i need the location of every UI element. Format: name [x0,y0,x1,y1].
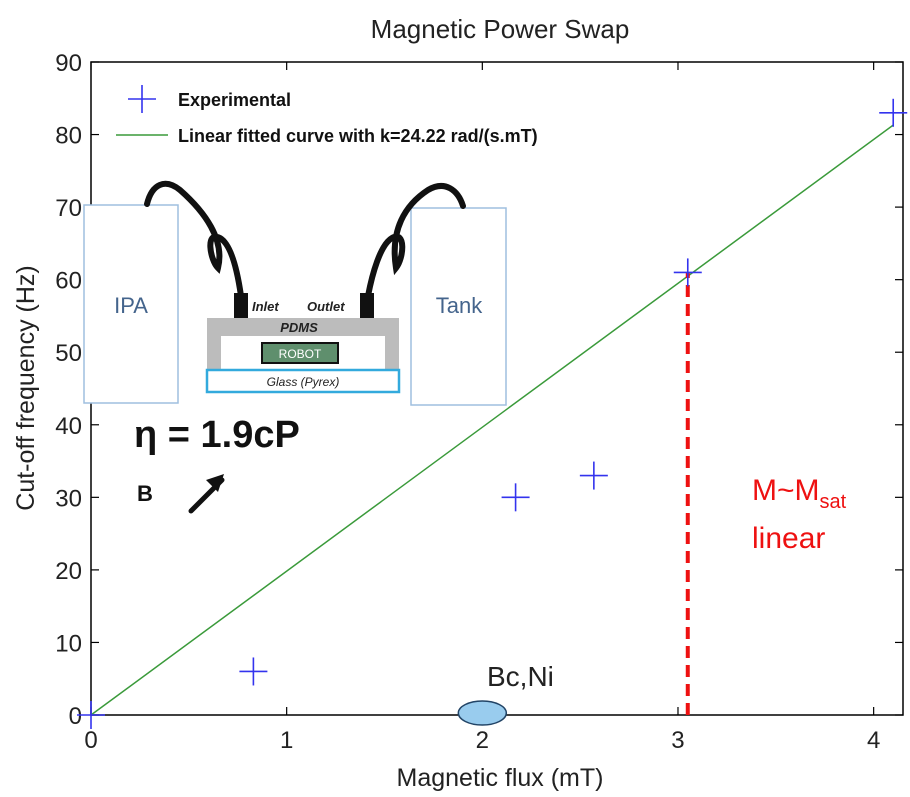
legend: Experimental Linear fitted curve with k=… [116,85,538,146]
x-tick-label: 0 [84,727,97,754]
x-tick-label: 4 [867,727,880,754]
data-point [579,461,608,490]
inlet-label: Inlet [252,299,279,314]
x-tick-label: 3 [671,727,684,754]
x-tick-label: 1 [280,727,293,754]
ipa-label: IPA [114,293,148,318]
y-tick-label: 20 [55,558,82,585]
x-axis-label: Magnetic flux (mT) [397,764,604,792]
data-point [673,258,702,287]
fit-line [90,124,894,716]
legend-experimental-marker [128,85,156,113]
tank-box [410,207,507,406]
data-point [77,701,105,729]
data-point [879,98,908,127]
y-tick-label: 30 [55,485,82,512]
bc-marker [457,700,508,726]
tank-label: Tank [436,293,483,318]
x-tick-label: 2 [476,727,489,754]
robot-label: ROBOT [279,347,322,361]
msat-linear-label: linear [752,522,825,555]
x-axis-ticks: 0 1 2 3 4 [84,62,880,754]
pdms-block [207,318,399,370]
y-axis-label: Cut-off frequency (Hz) [12,265,40,510]
y-tick-label: 0 [69,703,82,730]
scatter-points [77,98,908,729]
msat-annotation: M~Msat [752,474,847,513]
y-tick-label: 50 [55,340,82,367]
chart-title: Magnetic Power Swap [371,14,630,44]
glass-layer [205,368,401,394]
outlet-tube [365,183,466,299]
data-point [501,483,530,512]
bc-ni-label: Bc,Ni [487,661,554,692]
y-tick-label: 10 [55,630,82,657]
ipa-box [83,204,179,404]
msat-subscript: sat [820,491,847,513]
b-field-arrow-icon [188,474,225,514]
data-point [239,657,268,686]
y-axis-ticks: 0 10 20 30 40 50 60 70 80 90 [55,50,903,730]
inset-schematic: IPA Tank Inlet Outlet PDMS ROBOT Glass (… [83,180,507,406]
inlet-tube [144,180,244,299]
viscosity-annotation: η = 1.9cP [134,414,300,456]
msat-main: M~M [752,474,820,507]
y-tick-label: 80 [55,123,82,150]
pdms-label: PDMS [280,320,318,335]
robot [261,342,339,364]
y-tick-label: 40 [55,413,82,440]
y-tick-label: 60 [55,268,82,295]
legend-fit-label: Linear fitted curve with k=24.22 rad/(s.… [178,126,538,146]
y-tick-label: 90 [55,50,82,77]
outlet-label: Outlet [307,299,345,314]
bc-marker-group [457,700,508,726]
legend-experimental-label: Experimental [178,90,291,110]
glass-label: Glass (Pyrex) [267,375,340,389]
fit-line-group [90,124,894,716]
b-field-label: B [137,481,153,506]
y-tick-label: 70 [55,195,82,222]
